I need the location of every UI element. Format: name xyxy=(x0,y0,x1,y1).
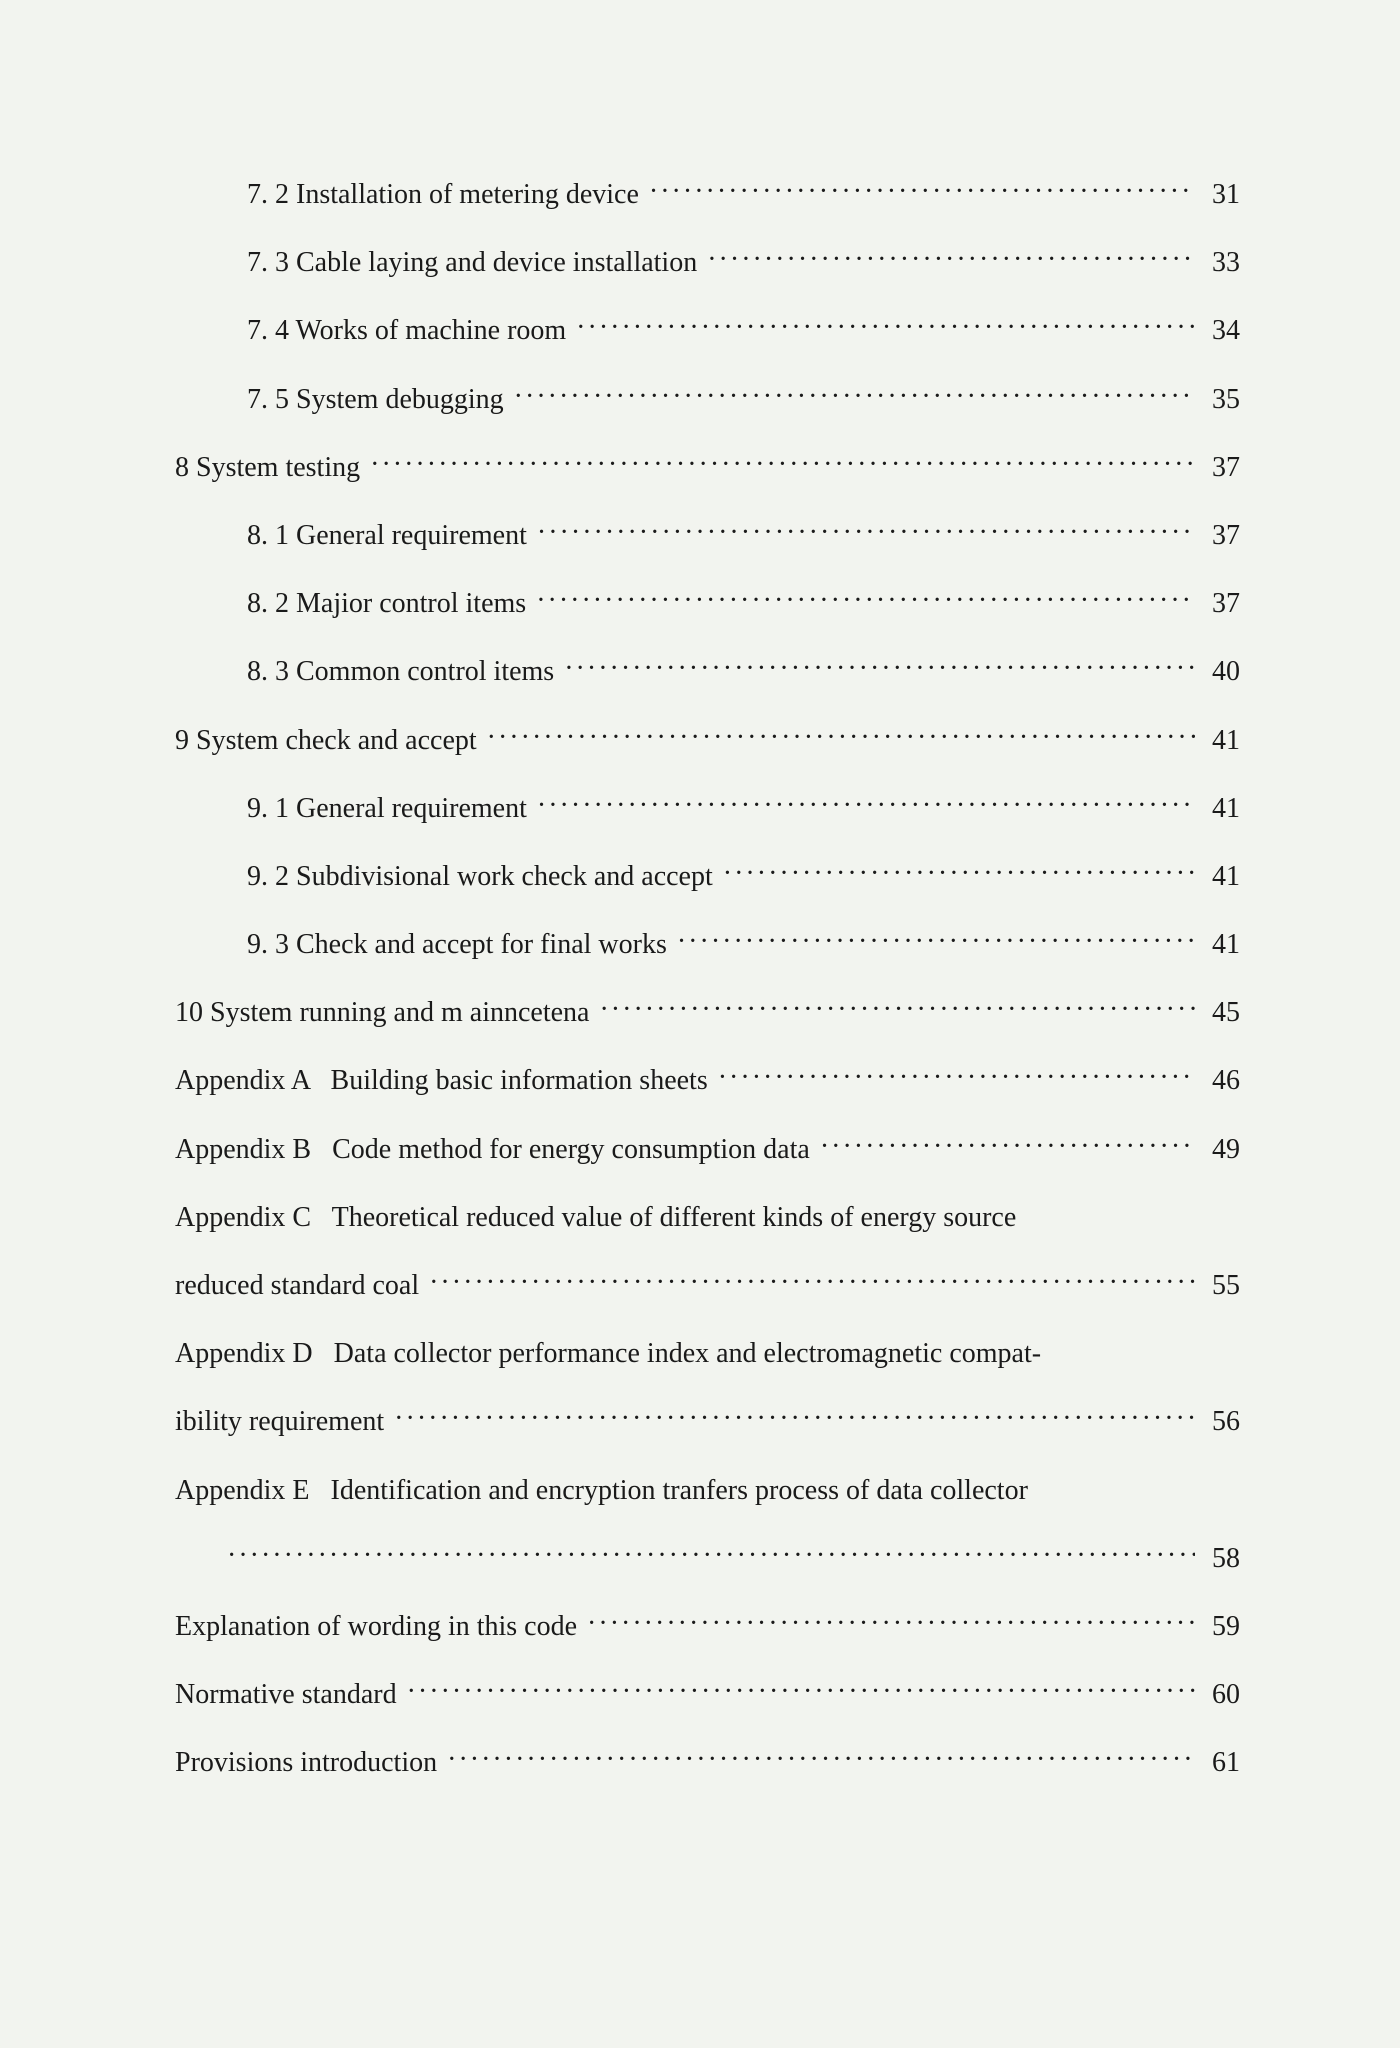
toc-entry-label: 9 System check and accept xyxy=(175,721,477,760)
toc-entry: 8. 1 General requirement 37 xyxy=(175,516,1240,555)
toc-entry: 7. 2 Installation of metering device 31 xyxy=(175,175,1240,214)
toc-leader xyxy=(384,1399,1195,1438)
table-of-contents: 7. 2 Installation of metering device317.… xyxy=(175,175,1240,1783)
toc-page-number: 46 xyxy=(1195,1061,1240,1100)
toc-leader xyxy=(639,172,1195,211)
toc-entry: 9 System check and accept 41 xyxy=(175,721,1240,760)
toc-entry-label: 10 System running and m ainncetena xyxy=(175,993,589,1032)
toc-entry-label: 9. 2 Subdivisional work check and accept xyxy=(247,857,713,896)
toc-entry-line1: Appendix C Theoretical reduced value of … xyxy=(175,1198,1240,1237)
toc-entry: 9. 3 Check and accept for final works 41 xyxy=(175,925,1240,964)
toc-entry-label: 8. 2 Majior control items xyxy=(247,584,526,623)
toc-leader xyxy=(419,1263,1195,1302)
toc-entry-label: Appendix D Data collector performance in… xyxy=(175,1334,1041,1373)
toc-page-number: 31 xyxy=(1195,175,1240,214)
toc-leader xyxy=(667,922,1195,961)
toc-page-number: 37 xyxy=(1195,584,1240,623)
toc-entry-label: Explanation of wording in this code xyxy=(175,1607,577,1646)
toc-entry-label: Appendix B Code method for energy consum… xyxy=(175,1130,810,1169)
toc-leader xyxy=(360,445,1195,484)
toc-leader xyxy=(708,1058,1195,1097)
toc-entry: Provisions introduction 61 xyxy=(175,1743,1240,1782)
toc-leader xyxy=(217,1536,1195,1575)
toc-page-number: 59 xyxy=(1195,1607,1240,1646)
toc-entry-line1: Appendix D Data collector performance in… xyxy=(175,1334,1240,1373)
toc-entry-label: 9. 1 General requirement xyxy=(247,789,527,828)
toc-page-number: 61 xyxy=(1195,1743,1240,1782)
toc-page-number: 41 xyxy=(1195,857,1240,896)
toc-page-number: 58 xyxy=(1195,1539,1240,1578)
toc-leader xyxy=(526,581,1195,620)
toc-entry-label: 8. 3 Common control items xyxy=(247,652,554,691)
toc-page-number: 37 xyxy=(1195,516,1240,555)
toc-leader xyxy=(810,1127,1195,1166)
toc-page-number: 60 xyxy=(1195,1675,1240,1714)
toc-entry-line2: ibility requirement 56 xyxy=(175,1402,1240,1441)
toc-entry-label: 7. 4 Works of machine room xyxy=(247,311,566,350)
toc-entry: 8. 2 Majior control items 37 xyxy=(175,584,1240,623)
toc-entry-label: Appendix E Identification and encryption… xyxy=(175,1471,1028,1510)
toc-page-number: 35 xyxy=(1195,380,1240,419)
toc-entry: Appendix A Building basic information sh… xyxy=(175,1061,1240,1100)
toc-leader xyxy=(566,308,1195,347)
toc-page-number: 41 xyxy=(1195,721,1240,760)
toc-leader xyxy=(554,649,1195,688)
toc-entry: Appendix B Code method for energy consum… xyxy=(175,1130,1240,1169)
toc-entry: 9. 2 Subdivisional work check and accept… xyxy=(175,857,1240,896)
toc-entry: 7. 3 Cable laying and device installatio… xyxy=(175,243,1240,282)
toc-entry: Explanation of wording in this code 59 xyxy=(175,1607,1240,1646)
toc-entry-line2: reduced standard coal 55 xyxy=(175,1266,1240,1305)
toc-entry-label: 8 System testing xyxy=(175,448,360,487)
toc-leader xyxy=(477,718,1195,757)
toc-page-number: 41 xyxy=(1195,789,1240,828)
toc-entry-label: 7. 3 Cable laying and device installatio… xyxy=(247,243,697,282)
toc-leader xyxy=(589,990,1195,1029)
toc-entry: Normative standard 60 xyxy=(175,1675,1240,1714)
toc-entry: 7. 4 Works of machine room 34 xyxy=(175,311,1240,350)
toc-entry-label: 7. 2 Installation of metering device xyxy=(247,175,639,214)
toc-entry-label: 7. 5 System debugging xyxy=(247,380,504,419)
toc-leader xyxy=(397,1672,1195,1711)
toc-entry: 8 System testing 37 xyxy=(175,448,1240,487)
toc-entry-indent-pad xyxy=(175,1539,217,1578)
toc-leader xyxy=(437,1740,1195,1779)
toc-page-number: 33 xyxy=(1195,243,1240,282)
toc-leader xyxy=(713,854,1195,893)
toc-leader xyxy=(527,786,1195,825)
toc-page-number: 49 xyxy=(1195,1130,1240,1169)
toc-page-number: 56 xyxy=(1195,1402,1240,1441)
toc-entry-label: Appendix A Building basic information sh… xyxy=(175,1061,708,1100)
toc-page-number: 55 xyxy=(1195,1266,1240,1305)
toc-entry-label: 8. 1 General requirement xyxy=(247,516,527,555)
toc-leader xyxy=(527,513,1195,552)
toc-entry-label: Provisions introduction xyxy=(175,1743,437,1782)
toc-entry-label: Appendix C Theoretical reduced value of … xyxy=(175,1198,1016,1237)
toc-entry: 9. 1 General requirement 41 xyxy=(175,789,1240,828)
toc-leader xyxy=(504,377,1195,416)
toc-page-number: 37 xyxy=(1195,448,1240,487)
toc-entry: 8. 3 Common control items 40 xyxy=(175,652,1240,691)
toc-entry-label: 9. 3 Check and accept for final works xyxy=(247,925,667,964)
toc-entry: 7. 5 System debugging 35 xyxy=(175,380,1240,419)
toc-entry-label-cont: ibility requirement xyxy=(175,1402,384,1441)
toc-leader xyxy=(697,240,1195,279)
toc-entry: 10 System running and m ainncetena 45 xyxy=(175,993,1240,1032)
toc-entry-label-cont: reduced standard coal xyxy=(175,1266,419,1305)
toc-page-number: 45 xyxy=(1195,993,1240,1032)
toc-entry-line2: 58 xyxy=(175,1539,1240,1578)
toc-page-number: 40 xyxy=(1195,652,1240,691)
toc-page-number: 34 xyxy=(1195,311,1240,350)
toc-entry-line1: Appendix E Identification and encryption… xyxy=(175,1471,1240,1510)
toc-leader xyxy=(577,1604,1195,1643)
toc-entry-label: Normative standard xyxy=(175,1675,397,1714)
toc-page-number: 41 xyxy=(1195,925,1240,964)
